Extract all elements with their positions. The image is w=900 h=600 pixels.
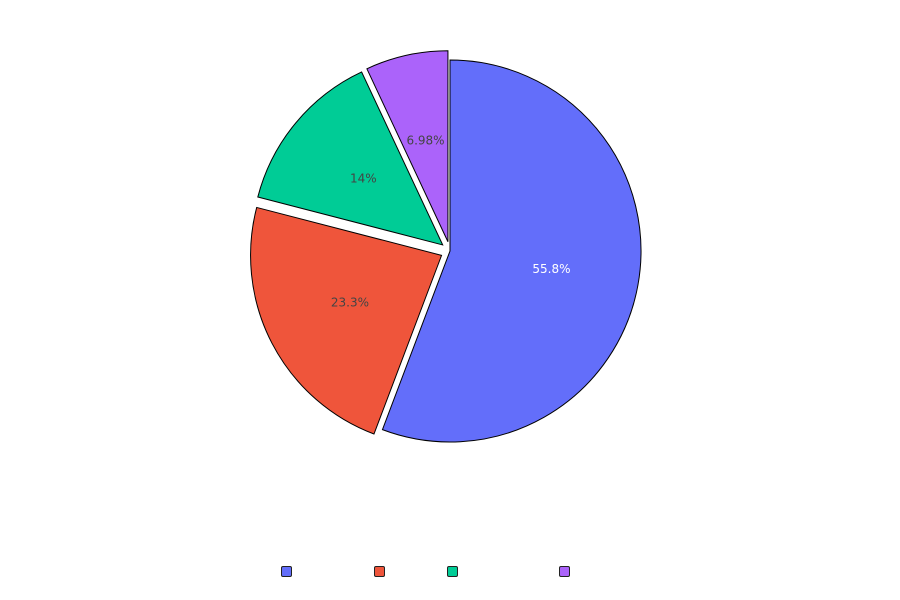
legend-swatch-1 — [281, 566, 292, 577]
pie-slice-1[interactable] — [381, 59, 642, 443]
pie-label-1: 55.8% — [532, 262, 570, 276]
legend-item-1[interactable] — [281, 566, 298, 577]
legend-item-4[interactable] — [559, 566, 576, 577]
legend-swatch-4 — [559, 566, 570, 577]
legend-swatch-3 — [447, 566, 458, 577]
legend — [0, 566, 900, 586]
legend-swatch-2 — [374, 566, 385, 577]
pie-labels: 55.8% 23.3% 14% 6.98% — [331, 134, 571, 310]
pie-label-2: 23.3% — [331, 295, 369, 309]
legend-item-2[interactable] — [374, 566, 391, 577]
legend-item-3[interactable] — [447, 566, 464, 577]
pie-slice-3[interactable] — [257, 71, 444, 246]
pie-label-4: 6.98% — [406, 134, 444, 148]
pie-label-3: 14% — [350, 172, 377, 186]
pie-slice-2[interactable] — [250, 206, 443, 435]
pie-slice-4[interactable] — [366, 50, 449, 242]
pie-slices — [250, 50, 642, 443]
